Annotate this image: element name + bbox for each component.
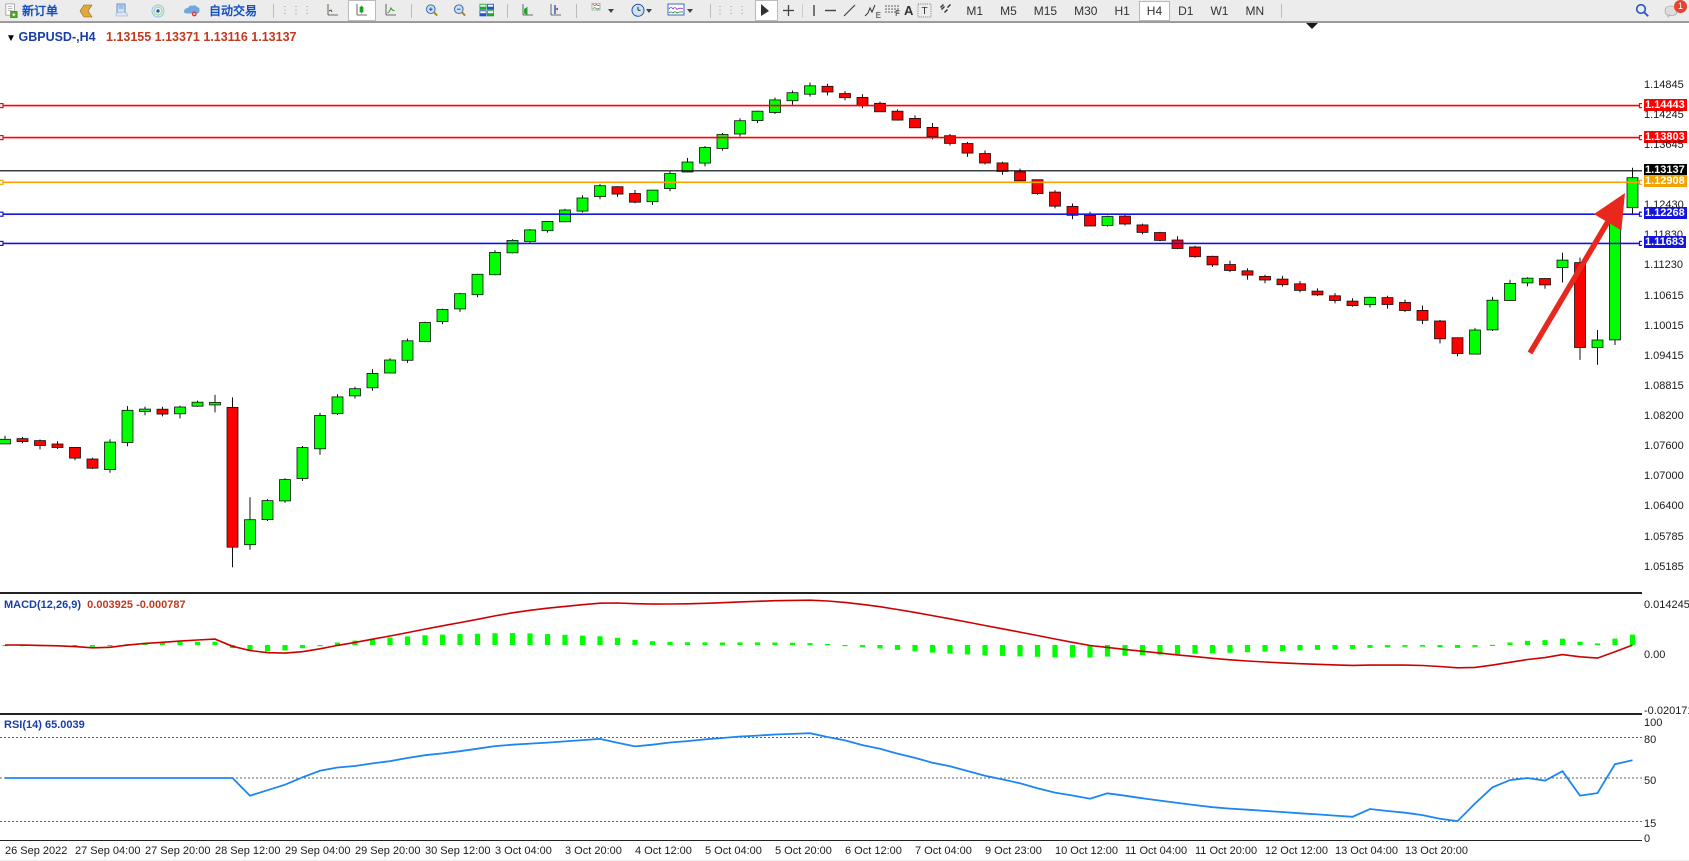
svg-text:T: T [922, 6, 928, 17]
